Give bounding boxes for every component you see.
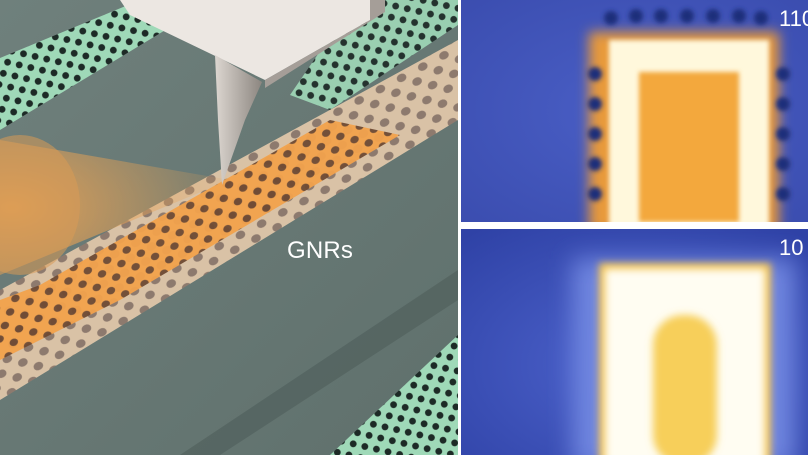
cantilever (120, 0, 370, 80)
stm-tip-scene (0, 0, 458, 455)
panel-label-top: 110 (779, 6, 808, 31)
edge-dots (588, 9, 790, 201)
panel-divider-horizontal (461, 222, 808, 229)
ribbon-teal-right (290, 0, 458, 110)
conductance-map-bottom (461, 229, 808, 455)
ribbon-teal-lower (330, 335, 458, 455)
conductance-map-top (461, 0, 808, 222)
cantilever-side (265, 0, 385, 88)
substrate-groove (180, 270, 458, 455)
ribbon-illuminated (0, 120, 400, 360)
panel-label-bottom: 10 (779, 235, 804, 260)
panel-divider (458, 0, 461, 455)
ribbon-teal-upper (0, 0, 215, 130)
stm-tip (215, 55, 262, 185)
map-panel-top: 110 (461, 0, 808, 222)
map-panel-bottom: 10 (461, 229, 808, 455)
inner-band (639, 72, 739, 222)
light-source (0, 135, 80, 275)
inner-band (653, 315, 717, 455)
gnr-illustration: GNRs (0, 0, 458, 455)
gnrs-label: GNRs (287, 237, 354, 264)
